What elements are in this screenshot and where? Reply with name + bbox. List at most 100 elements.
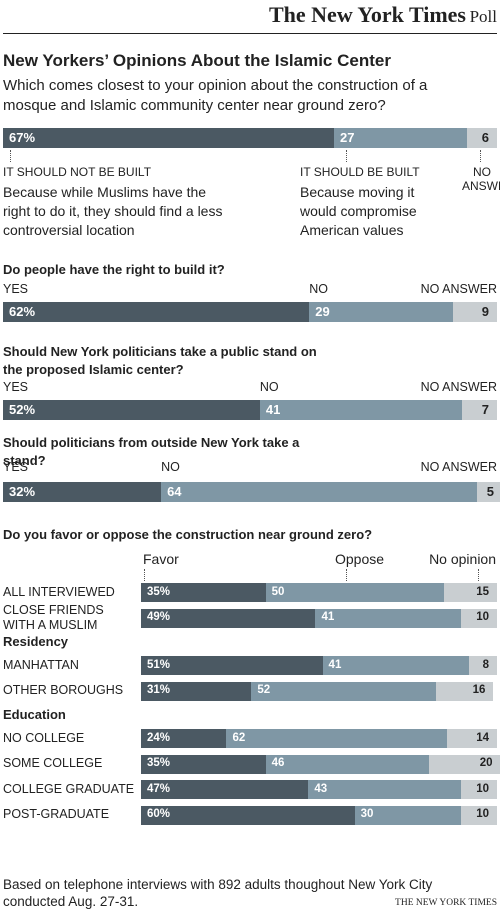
bar-segment (436, 681, 494, 701)
legend-label: Favor (143, 551, 179, 567)
category-label: CLOSE FRIENDS WITH A MUSLIM (3, 602, 104, 632)
group-heading: Residency (3, 634, 69, 649)
category-label: SOME COLLEGE (3, 756, 103, 770)
value-label: 10 (476, 808, 489, 821)
value-label: 67% (9, 130, 36, 146)
bar-segment (461, 780, 497, 799)
brand: The New York Times (269, 2, 466, 27)
bar-segment (161, 482, 478, 502)
category-label: POST-GRADUATE (3, 807, 110, 821)
bar-segment (141, 656, 323, 675)
series-description: Because while Muslims have the right to … (3, 184, 223, 238)
series-name: YES (3, 282, 29, 296)
bar-segment (141, 729, 227, 748)
leader (346, 569, 347, 581)
category-label: ALL INTERVIEWED (3, 584, 115, 599)
value-label: 60% (147, 808, 171, 821)
bar-segment (452, 302, 497, 322)
series-name: NO ANSWER (462, 165, 500, 193)
bar-segment (3, 400, 260, 420)
bar-segment (141, 583, 266, 602)
series-name: YES (3, 460, 29, 474)
bar-segment (226, 729, 448, 748)
category-label: MANHATTAN (3, 657, 79, 672)
bar-segment (308, 780, 462, 799)
value-label: 43 (314, 782, 328, 795)
bar-segment (309, 302, 453, 322)
series-name: NO (161, 460, 180, 474)
bar-segment (265, 583, 444, 602)
bar-segment (265, 754, 430, 774)
question: Do you favor or oppose the construction … (3, 527, 373, 542)
value-label: 47% (147, 782, 171, 795)
bar-segment (3, 482, 162, 502)
bar-segment (141, 805, 355, 825)
leader (478, 569, 479, 581)
value-label: 9 (481, 304, 489, 320)
value-label: 64 (167, 484, 182, 500)
legend-label: Oppose (335, 551, 385, 567)
value-label: 16 (472, 684, 486, 697)
value-label: 52% (9, 402, 36, 418)
value-label: 50 (271, 585, 285, 598)
leader (10, 150, 11, 162)
bar-segment (429, 754, 500, 774)
value-label: 35% (147, 585, 171, 598)
bar-segment (467, 128, 497, 148)
bar-segment (468, 656, 497, 675)
series-name: NO ANSWER (420, 460, 497, 474)
bar-segment (3, 302, 310, 322)
value-label: 49% (147, 611, 171, 624)
value-label: 32% (9, 484, 36, 500)
series-name: NO ANSWER (420, 380, 497, 394)
value-label: 51% (147, 658, 171, 671)
question: Which comes closest to your opinion abou… (3, 77, 428, 114)
value-label: 24% (147, 731, 171, 744)
bar-segment (141, 681, 252, 701)
bar-segment (251, 681, 437, 701)
question: Should politicians from outside New York… (3, 435, 300, 468)
bar-segment (447, 729, 497, 748)
bar-segment (141, 608, 316, 628)
value-label: 62 (232, 731, 246, 744)
bar-segment (462, 400, 497, 420)
value-label: 41 (321, 611, 335, 624)
question: Do people have the right to build it? (3, 262, 225, 277)
bar-segment (443, 583, 497, 602)
bar-segment (477, 482, 500, 502)
section: Poll (469, 7, 497, 26)
value-label: 46 (271, 757, 285, 770)
leader (144, 569, 145, 581)
value-label: 30 (360, 808, 374, 821)
question: Should New York politicians take a publi… (3, 344, 317, 377)
title: New Yorkers’ Opinions About the Islamic … (3, 51, 391, 70)
bar-segment (322, 656, 469, 675)
rule (3, 33, 497, 34)
bar-segment (141, 754, 266, 774)
value-label: 31% (147, 684, 171, 697)
bar-segment (461, 805, 497, 825)
value-label: 41 (265, 402, 281, 418)
value-label: 62% (9, 304, 36, 320)
bar-segment (333, 128, 468, 148)
value-label: 15 (476, 585, 489, 598)
value-label: 7 (481, 402, 489, 418)
bar-segment (259, 400, 463, 420)
value-label: 27 (339, 130, 355, 146)
legend-label: No opinion (429, 551, 496, 567)
category-label: OTHER BOROUGHS (3, 683, 124, 697)
value-label: 6 (481, 130, 489, 146)
bar-segment (141, 780, 309, 799)
series-name: NO (309, 282, 329, 296)
value-label: 5 (486, 484, 494, 500)
value-label: 52 (257, 684, 271, 697)
value-label: 10 (476, 611, 489, 624)
series-name: NO ANSWER (420, 282, 497, 296)
value-label: 29 (315, 304, 330, 320)
bar-segment (354, 805, 462, 825)
value-label: 14 (476, 731, 489, 744)
note: Based on telephone interviews with 892 a… (3, 877, 433, 909)
series-description: Because moving it would compromise Ameri… (300, 184, 417, 238)
credit: THE NEW YORK TIMES (395, 898, 497, 908)
